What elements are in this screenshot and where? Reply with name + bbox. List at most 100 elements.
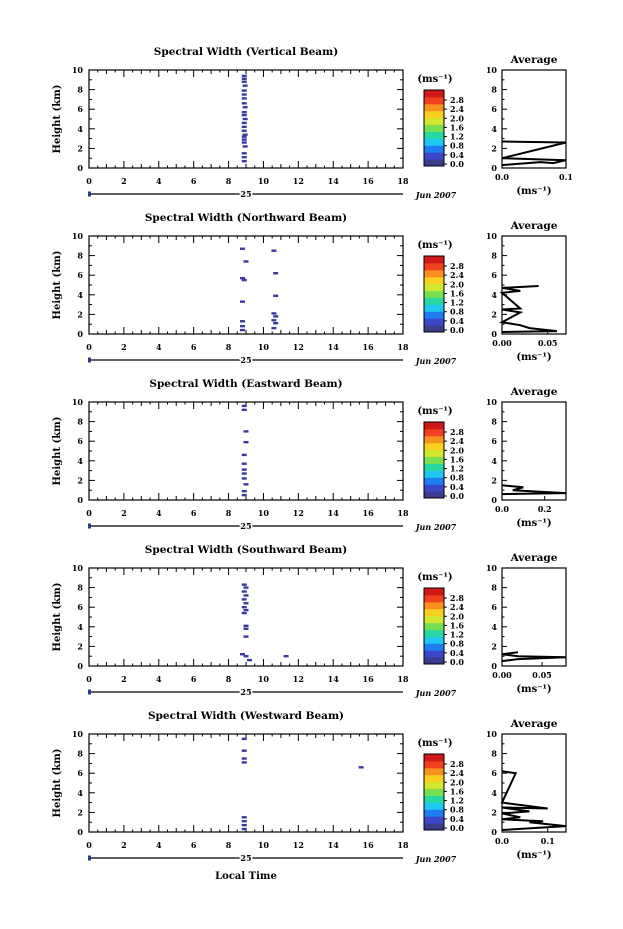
data-point (241, 408, 247, 412)
colorbar-tick-label: 1.2 (450, 464, 464, 474)
colorbar-unit: (ms⁻¹) (417, 406, 452, 417)
x-tick-label: 18 (397, 674, 409, 684)
data-point (358, 766, 364, 769)
x-tick-label: 0 (86, 674, 92, 684)
x-tick-label: 12 (293, 840, 304, 850)
data-point (246, 658, 252, 662)
y-tick-label: 2 (77, 807, 83, 817)
average-y-tick-label: 6 (491, 104, 497, 114)
average-y-tick-label: 10 (486, 563, 498, 573)
average-x-tick-label: 0.00 (492, 670, 512, 680)
y-tick-label: 4 (77, 456, 83, 466)
data-point (243, 624, 249, 628)
colorbar-band (424, 428, 444, 437)
colorbar-band (424, 311, 444, 319)
data-point (241, 590, 247, 593)
average-y-tick-label: 10 (486, 397, 498, 407)
data-point (241, 472, 247, 475)
x-tick-label: 4 (156, 342, 162, 352)
data-point (240, 320, 246, 323)
average-frame (501, 567, 567, 667)
colorbar-tick-label: 2.4 (450, 270, 464, 280)
average-y-tick-label: 4 (491, 290, 497, 300)
average-y-tick-label: 8 (491, 749, 497, 759)
data-point (241, 823, 247, 827)
panel-1 (88, 69, 567, 197)
date-label: Jun 2007 (414, 688, 457, 698)
average-y-tick-label: 0 (491, 661, 497, 671)
colorbar-unit: (ms⁻¹) (417, 74, 452, 85)
x-tick-label: 4 (156, 176, 162, 186)
average-y-tick-label: 6 (491, 436, 497, 446)
data-point (243, 635, 249, 638)
colorbar-tick-label: 0.0 (450, 159, 464, 169)
x-tick-label: 6 (191, 176, 197, 186)
x-tick-label: 4 (156, 508, 162, 518)
data-point (240, 247, 246, 250)
x-tick-label: 18 (397, 508, 409, 518)
data-point (241, 77, 247, 81)
x-tick-label: 18 (397, 176, 409, 186)
data-point (241, 761, 247, 764)
colorbar-band (424, 449, 444, 458)
colorbar-tick-label: 2.4 (450, 104, 464, 114)
colorbar-tick-label: 2.4 (450, 602, 464, 612)
y-axis-label: Height (km) (52, 749, 63, 818)
average-y-tick-label: 8 (491, 417, 497, 427)
data-point (242, 133, 248, 136)
colorbar-tick-label: 2.0 (450, 777, 464, 787)
colorbar-band (424, 290, 444, 298)
y-tick-label: 6 (77, 602, 83, 612)
x-tick-label: 0 (86, 508, 92, 518)
colorbar-tick-label: 2.8 (450, 95, 464, 105)
panel-title: Spectral Width (Northward Beam) (145, 212, 347, 224)
colorbar-band (424, 650, 444, 658)
x-tick-label: 10 (258, 508, 270, 518)
colorbar-band (424, 809, 444, 817)
colorbar-band (424, 802, 444, 810)
colorbar-tick-label: 0.0 (450, 491, 464, 501)
x-tick-label: 10 (258, 342, 270, 352)
colorbar-band (424, 781, 444, 790)
average-x-tick-label: 0.0 (495, 504, 509, 514)
x-tick-label: 16 (363, 342, 375, 352)
colorbar-tick-label: 0.4 (450, 648, 464, 658)
y-tick-label: 6 (77, 270, 83, 280)
colorbar-frame (423, 255, 445, 333)
colorbar-tick-label: 2.8 (450, 759, 464, 769)
average-profile-line (498, 285, 558, 333)
colorbar-band (424, 477, 444, 485)
data-point (241, 827, 247, 831)
colorbar-tick-label: 1.2 (450, 796, 464, 806)
data-point (241, 606, 247, 609)
colorbar-tick-label: 2.4 (450, 768, 464, 778)
x-tick-label: 8 (226, 840, 232, 850)
data-point (241, 89, 247, 92)
colorbar-tick-label: 1.6 (450, 454, 464, 464)
day-marker (88, 357, 91, 363)
x-tick-label: 2 (121, 176, 127, 186)
panel-title: Spectral Width (Eastward Beam) (149, 378, 342, 390)
colorbar-band (424, 124, 444, 132)
average-title: Average (510, 54, 558, 66)
data-point (241, 757, 247, 760)
average-y-tick-label: 4 (491, 456, 497, 466)
colorbar-band (424, 304, 444, 312)
colorbar-tick-label: 2.0 (450, 445, 464, 455)
colorbar-band (424, 601, 444, 610)
data-point (240, 328, 246, 332)
panel-title: Spectral Width (Westward Beam) (148, 710, 344, 722)
colorbar-band (424, 269, 444, 278)
colorbar-band (424, 442, 444, 451)
panel-3 (88, 401, 567, 529)
data-point (243, 627, 249, 630)
data-point (243, 483, 249, 486)
data-point (240, 324, 246, 328)
y-tick-label: 10 (72, 231, 84, 241)
y-tick-label: 6 (77, 436, 83, 446)
colorbar-band (424, 463, 444, 471)
y-tick-label: 10 (72, 397, 84, 407)
colorbar-tick-label: 2.0 (450, 279, 464, 289)
average-y-tick-label: 10 (486, 729, 498, 739)
